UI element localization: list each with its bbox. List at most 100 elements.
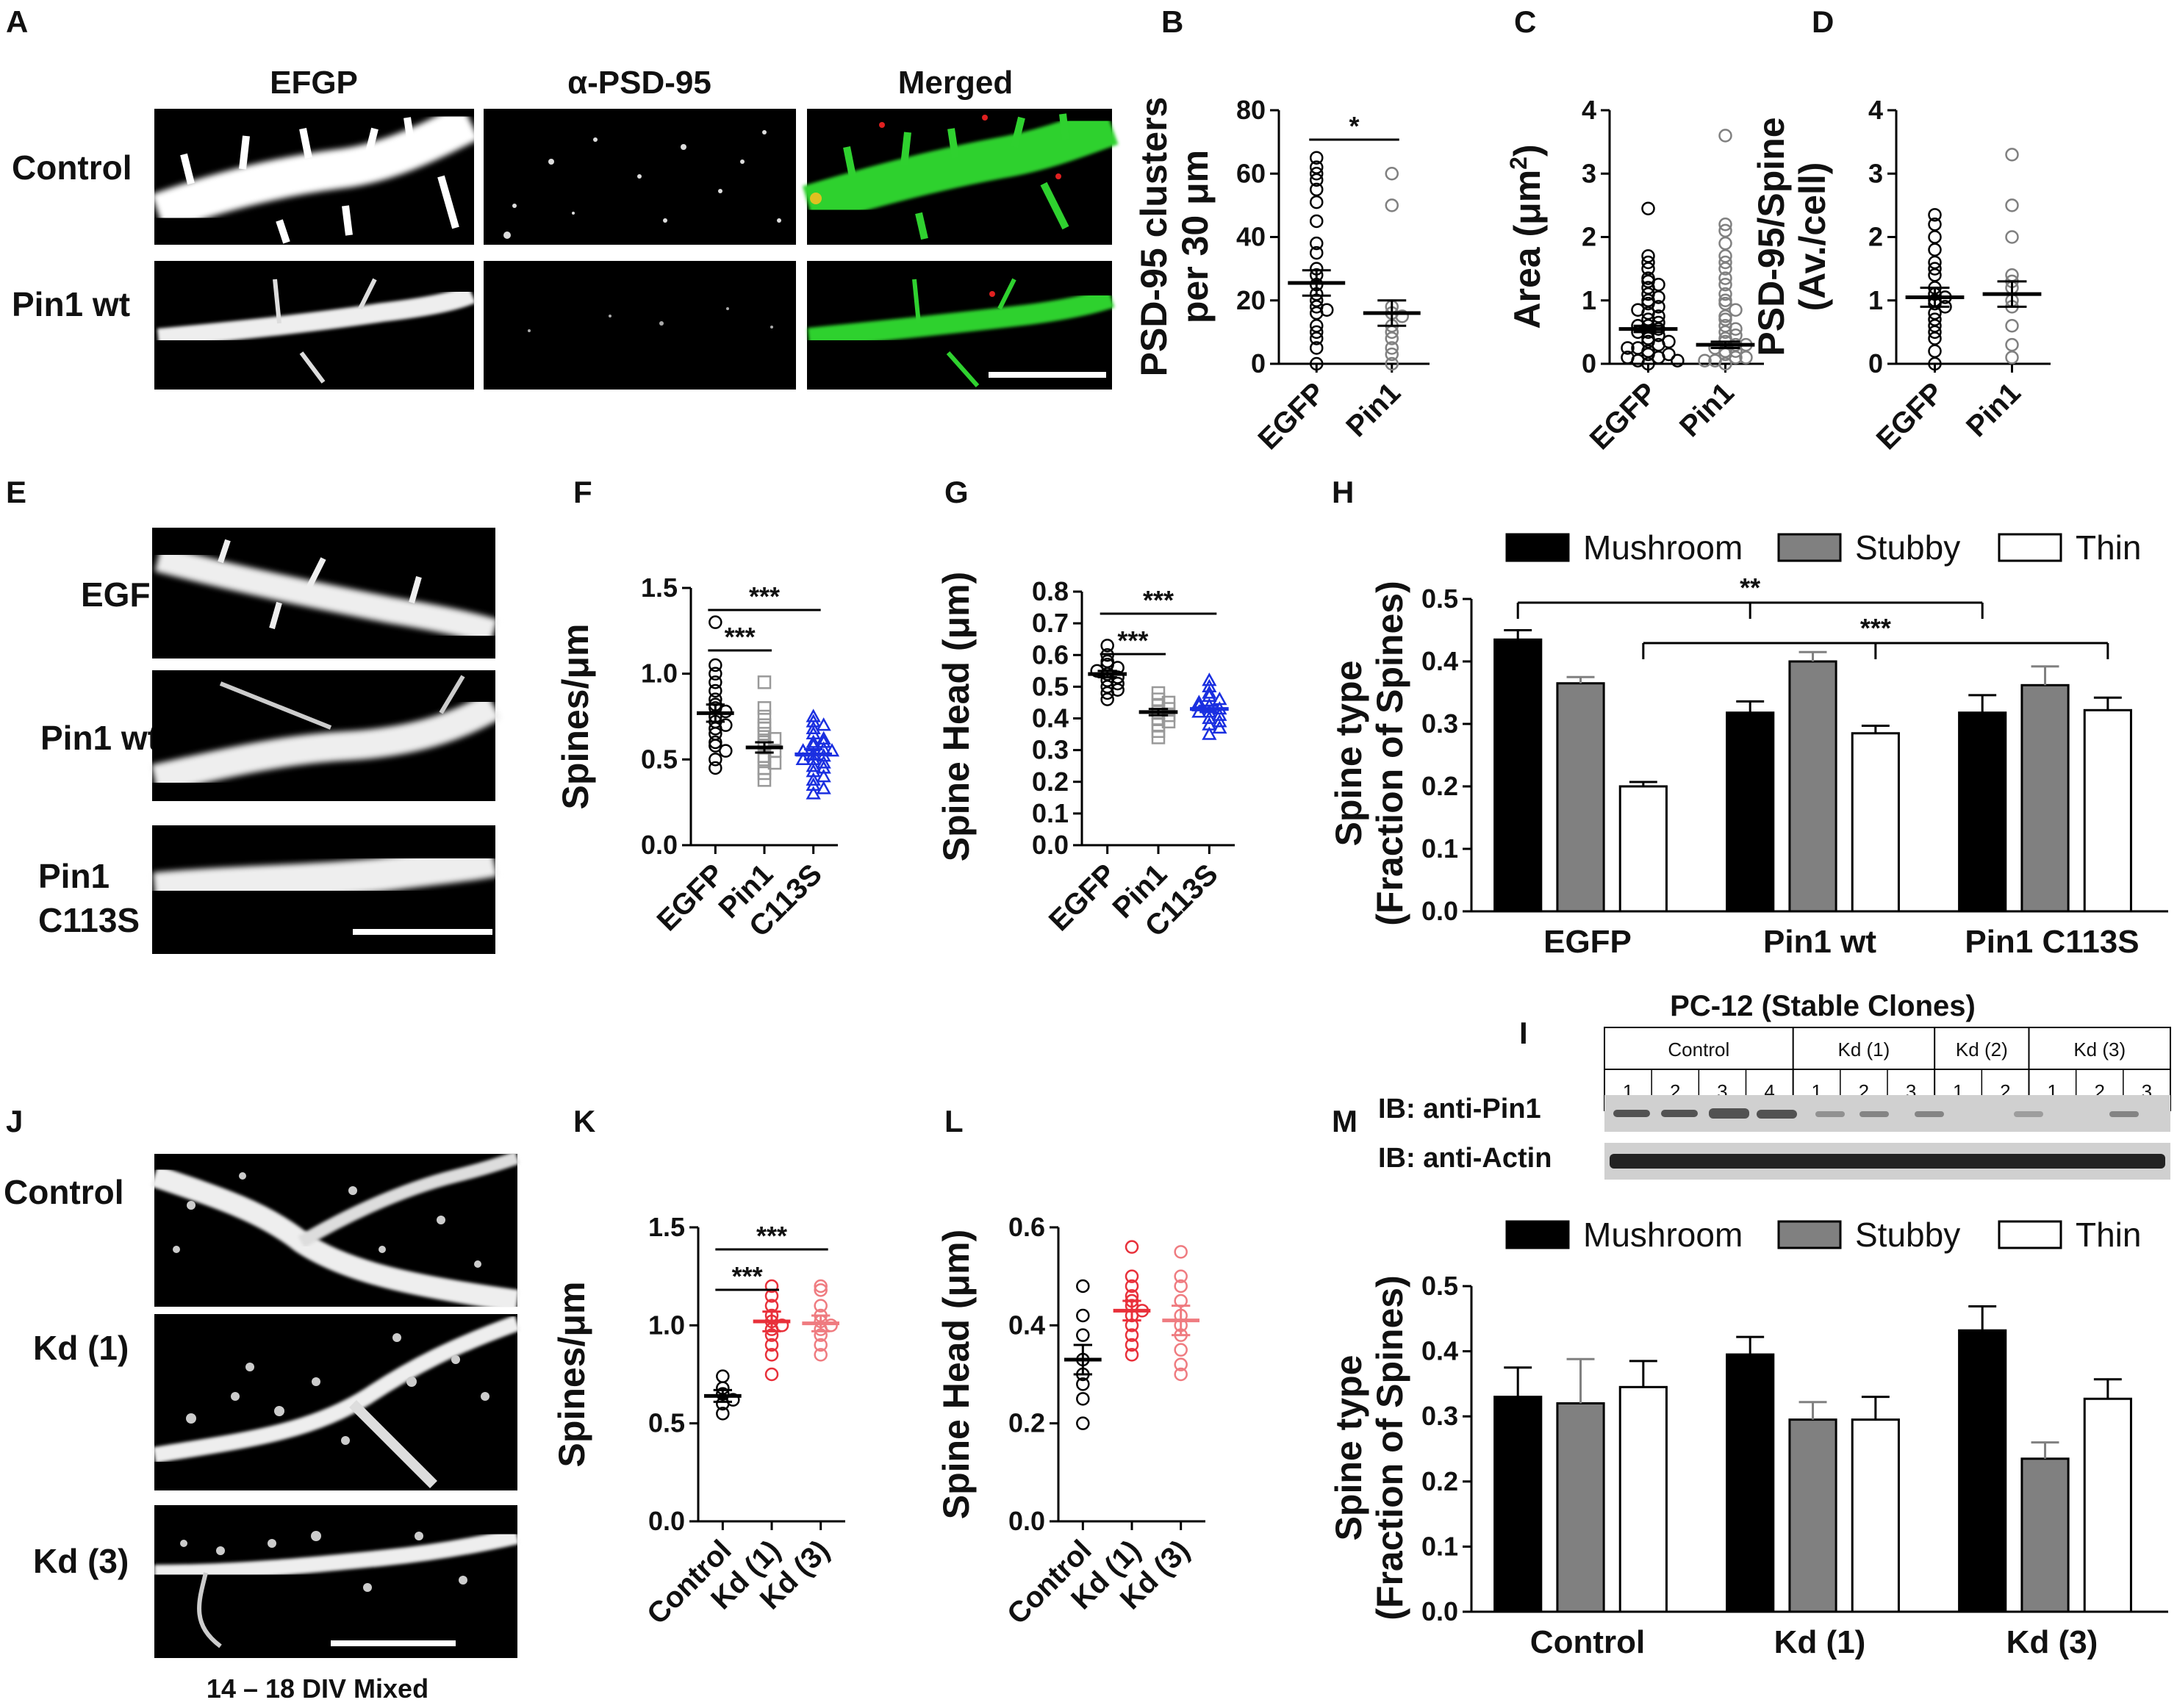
chart-l-point [1174, 1279, 1188, 1293]
chart-c-y-title-close: ) [1507, 144, 1548, 157]
micrograph-psd95-pin1wt [484, 261, 796, 390]
chart-m-x-label: Control [1530, 1624, 1645, 1660]
chart-l-point [1076, 1308, 1090, 1323]
chart-c-point [1739, 351, 1753, 365]
chart-l-letter: L [944, 1104, 964, 1138]
chart-k-point [814, 1348, 828, 1362]
row-label-control-j: Control [4, 1173, 124, 1211]
chart-l-point [1174, 1245, 1188, 1259]
chart-k-y-title: Spines/μm [551, 1282, 592, 1468]
chart-g-y-tick-label: 0.7 [1032, 608, 1069, 638]
chart-f-point [757, 773, 772, 787]
chart-g-point [1202, 685, 1217, 699]
chart-m-legend-label: Mushroom [1583, 1216, 1743, 1254]
chart-f-point [757, 766, 772, 781]
micrograph-kd3-j [154, 1505, 520, 1658]
chart-m-y-tick-label: 0.3 [1421, 1401, 1458, 1431]
chart-b-y-tick-label: 60 [1236, 158, 1266, 188]
chart-m-legend-label: Thin [2076, 1216, 2141, 1254]
chart-l-point [1174, 1343, 1188, 1357]
chart-c-point [1718, 129, 1732, 143]
chart-b-point [1310, 214, 1324, 229]
chart-f-point [709, 675, 722, 689]
micrograph-psd95-control [484, 109, 796, 245]
chart-k-y-tick-label: 0.0 [648, 1506, 685, 1536]
chart-h-bar [2083, 708, 2132, 913]
chart-b-point [1310, 195, 1324, 209]
chart-k-point [764, 1367, 779, 1382]
chart-h-legend-swatch [1777, 533, 1842, 562]
blot-group-label: Kd (1) [1838, 1038, 1890, 1061]
chart-b-letter: B [1161, 4, 1183, 39]
chart-k-point [764, 1279, 779, 1293]
chart-f-point [709, 761, 722, 775]
chart-c-x-label: Pin1 [1674, 376, 1740, 443]
chart-g-y-title: Spine Head (μm) [936, 572, 977, 862]
chart-f-y-tick-label: 0.0 [641, 830, 678, 860]
chart-h-bar [1556, 682, 1605, 913]
chart-f-sig-label: *** [749, 581, 780, 611]
chart-f-y-tick-label: 1.0 [641, 659, 678, 689]
chart-f-point [757, 718, 772, 732]
chart-k-sig-label: *** [756, 1221, 787, 1251]
blot-group-label: Kd (2) [1956, 1038, 2008, 1061]
micrograph-efgp-control [151, 103, 480, 245]
chart-c-point [1641, 201, 1655, 215]
chart-b-point [1385, 347, 1399, 362]
chart-g-point [1212, 720, 1227, 734]
chart-f-point [709, 667, 722, 681]
panel-letter-a: A [6, 4, 28, 39]
chart-l-y-tick-label: 0.2 [1008, 1408, 1045, 1438]
chart-m-bar [1726, 1353, 1775, 1613]
chart-m-y-tick-label: 0.5 [1421, 1271, 1458, 1301]
chart-c-point [1718, 262, 1732, 276]
row-label-c113s-e: C113S [38, 901, 140, 939]
chart-g-sig-label: *** [1143, 585, 1174, 615]
chart-c-letter: C [1514, 4, 1536, 39]
chart-l-point [1076, 1392, 1090, 1406]
chart-d-y-tick-label: 3 [1868, 158, 1883, 188]
chart-l-point [1076, 1416, 1090, 1430]
chart-g-y-tick-label: 0.8 [1032, 576, 1069, 606]
chart-d-point [2005, 319, 2019, 333]
chart-g-point [1202, 726, 1217, 740]
chart-l-point [1174, 1367, 1188, 1382]
chart-m-bar [1958, 1329, 2007, 1613]
chart-k-point [814, 1283, 828, 1297]
chart-d-point [1928, 262, 1942, 276]
chart-m-bar [1618, 1385, 1668, 1613]
chart-d-point [1928, 230, 1942, 244]
chart-g-letter: G [944, 475, 969, 509]
chart-k-point [814, 1279, 828, 1293]
blot-label-actin: IB: anti-Actin [1378, 1143, 1552, 1174]
chart-k-point [764, 1348, 779, 1362]
chart-l-y-tick-label: 0.4 [1008, 1310, 1045, 1340]
chart-d-y-tick-label: 1 [1868, 285, 1883, 315]
chart-b-point [1310, 331, 1324, 345]
chart-m-legend-swatch [1998, 1220, 2062, 1249]
chart-f-point [757, 701, 772, 715]
chart-d-point [2005, 337, 2019, 352]
chart-f-point [709, 658, 722, 672]
chart-l-point [1125, 1240, 1139, 1254]
chart-c-point [1662, 347, 1676, 362]
chart-c-y-title-sup: 2 [1505, 157, 1532, 170]
chart-m: M Spine type (Fraction of Spines) 0.0 0.1 0.2… [1328, 1104, 2168, 1660]
chart-f-y-title: Spines/μm [555, 624, 596, 810]
chart-k-y-tick-label: 1.0 [648, 1310, 685, 1340]
chart-k-sig-label: *** [732, 1261, 763, 1291]
chart-k-letter: K [573, 1104, 595, 1138]
chart-f-sig-label: *** [725, 622, 756, 652]
chart-b-sig-label: * [1349, 111, 1359, 141]
chart-f-point [806, 777, 821, 791]
chart-m-x-label: Kd (1) [1774, 1624, 1866, 1660]
chart-b-y-tick-label: 80 [1236, 95, 1266, 125]
chart-h-y-tick-label: 0.0 [1421, 896, 1458, 926]
chart-l-point [1125, 1348, 1139, 1362]
chart-m-legend-swatch [1777, 1220, 1842, 1249]
panel-letter-e: E [6, 475, 26, 509]
chart-l-point [1076, 1279, 1090, 1293]
chart-c-point [1651, 300, 1665, 314]
